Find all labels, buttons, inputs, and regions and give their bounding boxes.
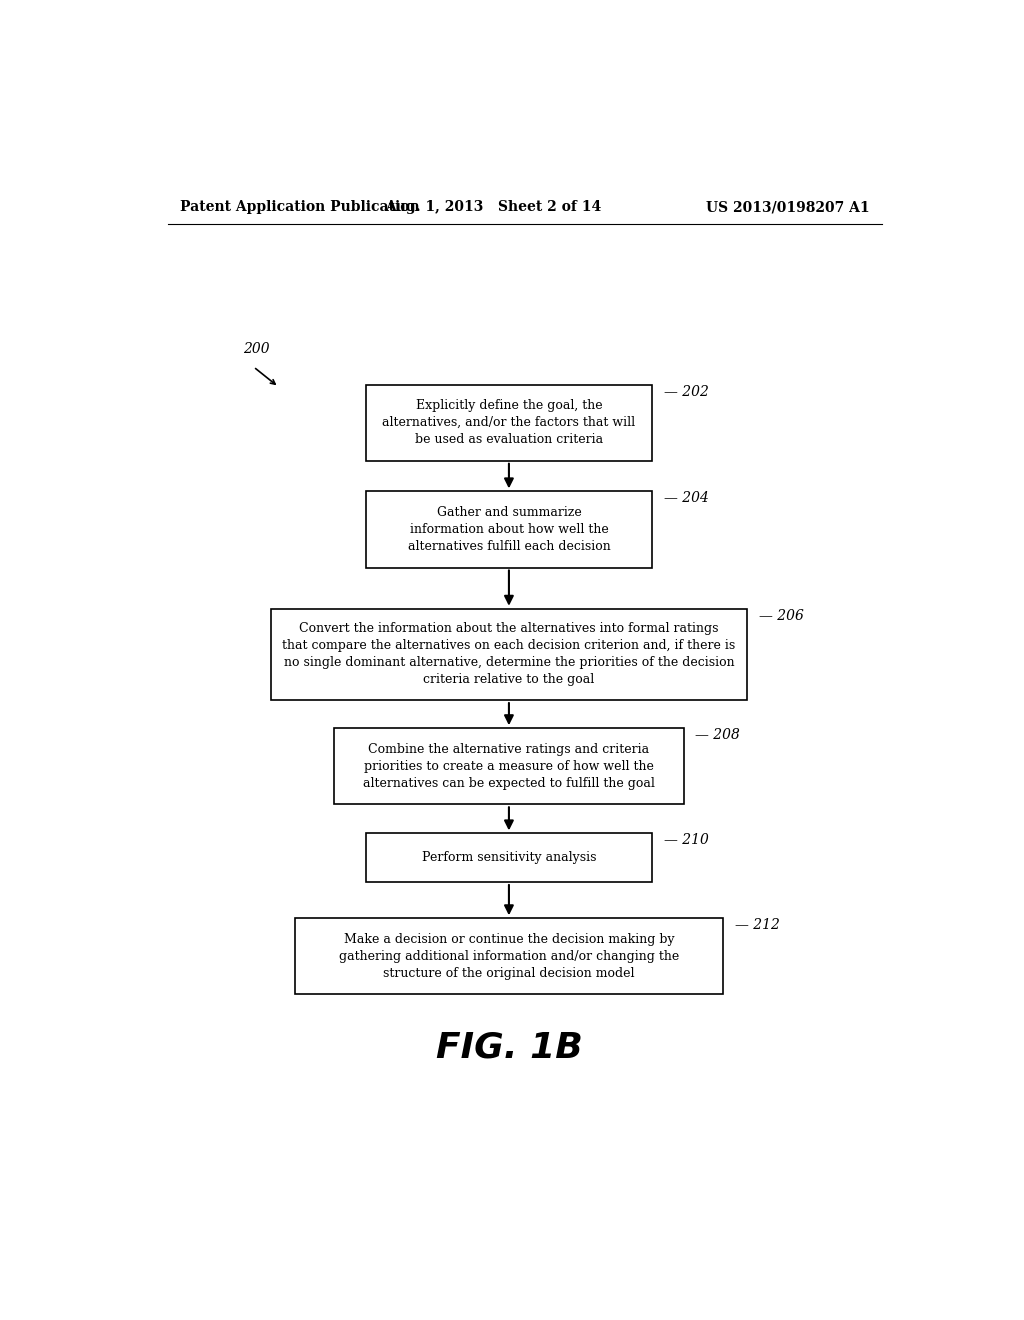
FancyBboxPatch shape: [367, 491, 651, 568]
Text: US 2013/0198207 A1: US 2013/0198207 A1: [707, 201, 870, 214]
Text: — 204: — 204: [664, 491, 709, 506]
Text: — 210: — 210: [664, 833, 709, 847]
Text: Explicitly define the goal, the
alternatives, and/or the factors that will
be us: Explicitly define the goal, the alternat…: [382, 399, 636, 446]
Text: Gather and summarize
information about how well the
alternatives fulfill each de: Gather and summarize information about h…: [408, 506, 610, 553]
Text: 200: 200: [243, 342, 269, 356]
Text: Patent Application Publication: Patent Application Publication: [179, 201, 419, 214]
Text: — 206: — 206: [759, 609, 804, 623]
FancyBboxPatch shape: [367, 833, 651, 882]
Text: Convert the information about the alternatives into formal ratings
that compare : Convert the information about the altern…: [283, 623, 735, 686]
Text: Perform sensitivity analysis: Perform sensitivity analysis: [422, 851, 596, 865]
FancyBboxPatch shape: [334, 729, 684, 804]
Text: — 212: — 212: [735, 919, 780, 932]
Text: — 202: — 202: [664, 384, 709, 399]
FancyBboxPatch shape: [270, 609, 748, 700]
Text: FIG. 1B: FIG. 1B: [435, 1031, 583, 1065]
Text: — 208: — 208: [695, 729, 740, 742]
Text: Aug. 1, 2013   Sheet 2 of 14: Aug. 1, 2013 Sheet 2 of 14: [385, 201, 601, 214]
Text: Make a decision or continue the decision making by
gathering additional informat: Make a decision or continue the decision…: [339, 933, 679, 979]
FancyBboxPatch shape: [367, 384, 651, 461]
FancyBboxPatch shape: [295, 919, 723, 994]
Text: Combine the alternative ratings and criteria
priorities to create a measure of h: Combine the alternative ratings and crit…: [362, 743, 655, 789]
